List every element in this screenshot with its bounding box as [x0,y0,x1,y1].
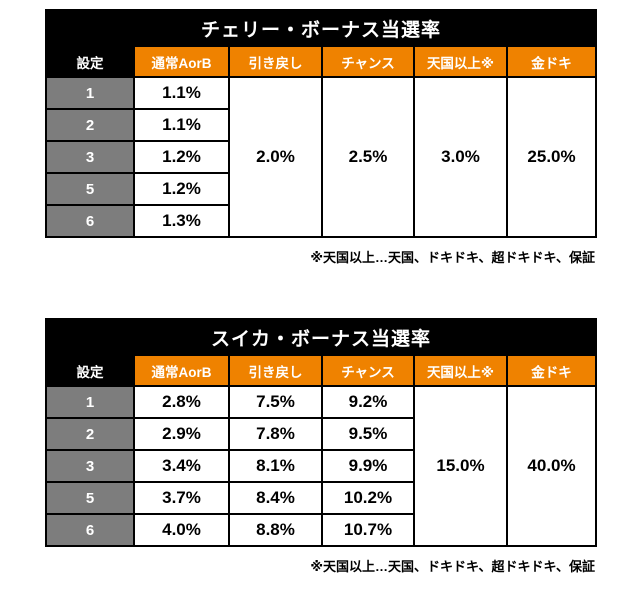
setting-cell: 5 [45,172,135,206]
table-title-row: チェリー・ボーナス当選率 [44,9,598,47]
page-content: チェリー・ボーナス当選率 設定 通常AorB 引き戻し チャンス 天国以上※ 金… [44,9,598,575]
column-header-row: 設定 通常AorB 引き戻し チャンス 天国以上※ 金ドキ [45,45,598,78]
value-cell: 2.9% [133,417,230,451]
merged-value-cell-hikimodoshi: 2.0% [228,76,323,238]
table-row: 6 1.3% [45,204,596,238]
value-cell: 9.5% [321,417,415,451]
table-row: 5 1.2% [45,172,596,206]
footnote: ※天国以上…天国、ドキドキ、超ドキドキ、保証 [310,559,595,574]
value-cell: 8.1% [228,449,323,483]
footnote: ※天国以上…天国、ドキドキ、超ドキドキ、保証 [310,250,595,265]
suika-bonus-section: スイカ・ボーナス当選率 設定 通常AorB 引き戻し チャンス 天国以上※ 金ド… [44,318,598,575]
setting-cell: 2 [45,108,135,142]
column-header-kindoki: 金ドキ [505,354,598,387]
table-row: 1 1.1% 2.0% 2.5% 3.0% 25.0% [45,76,598,238]
setting-cell: 6 [45,513,135,547]
table-row: 1 2.8% 7.5% 9.2% 15.0% 40.0% [45,385,598,547]
column-header-kindoki: 金ドキ [505,45,598,78]
table-row: 6 4.0% 8.8% 10.7% [45,513,596,547]
table-title: スイカ・ボーナス当選率 [44,318,598,356]
merged-value-cell-kindoki: 40.0% [505,385,598,547]
value-cell: 3.4% [133,449,230,483]
setting-cell: 3 [45,449,135,483]
setting-cell: 1 [45,76,135,110]
column-header-normal-aorb: 通常AorB [133,354,230,387]
column-header-normal-aorb: 通常AorB [133,45,230,78]
table-row: 5 3.7% 8.4% 10.2% [45,481,596,515]
setting-cell: 1 [45,385,135,419]
column-header-chance: チャンス [321,45,415,78]
value-cell: 7.5% [228,385,323,419]
value-cell: 1.3% [133,204,230,238]
setting-cell: 5 [45,481,135,515]
merged-value-cell-tengoku: 3.0% [413,76,508,238]
setting-cell: 2 [45,417,135,451]
table-row: 3 3.4% 8.1% 9.9% [45,449,596,483]
table-row: 2 1.1% [45,108,596,142]
value-cell: 3.7% [133,481,230,515]
setting-cell: 3 [45,140,135,174]
table-title: チェリー・ボーナス当選率 [44,9,598,47]
value-cell: 1.1% [133,108,230,142]
column-header-setting: 設定 [45,45,135,78]
value-cell: 9.2% [321,385,415,419]
value-cell: 10.2% [321,481,415,515]
column-header-tengoku: 天国以上※ [413,45,508,78]
merged-value-cell-tengoku: 15.0% [413,385,508,547]
value-cell: 8.4% [228,481,323,515]
column-header-setting: 設定 [45,354,135,387]
value-cell: 1.2% [133,140,230,174]
cherry-bonus-table: チェリー・ボーナス当選率 設定 通常AorB 引き戻し チャンス 天国以上※ 金… [44,9,598,238]
value-cell: 8.8% [228,513,323,547]
value-cell: 10.7% [321,513,415,547]
value-cell: 2.8% [133,385,230,419]
value-cell: 1.2% [133,172,230,206]
merged-value-cell-chance: 2.5% [321,76,415,238]
value-cell: 7.8% [228,417,323,451]
setting-cell: 6 [45,204,135,238]
merged-value-cell-kindoki: 25.0% [505,76,598,238]
column-header-hikimodoshi: 引き戻し [228,45,323,78]
suika-bonus-table: スイカ・ボーナス当選率 設定 通常AorB 引き戻し チャンス 天国以上※ 金ド… [44,318,598,547]
column-header-hikimodoshi: 引き戻し [228,354,323,387]
value-cell: 4.0% [133,513,230,547]
table-row: 3 1.2% [45,140,596,174]
column-header-chance: チャンス [321,354,415,387]
table-title-row: スイカ・ボーナス当選率 [44,318,598,356]
column-header-row: 設定 通常AorB 引き戻し チャンス 天国以上※ 金ドキ [45,354,598,387]
table-row: 2 2.9% 7.8% 9.5% [45,417,596,451]
value-cell: 1.1% [133,76,230,110]
value-cell: 9.9% [321,449,415,483]
cherry-bonus-section: チェリー・ボーナス当選率 設定 通常AorB 引き戻し チャンス 天国以上※ 金… [44,9,598,266]
column-header-tengoku: 天国以上※ [413,354,508,387]
